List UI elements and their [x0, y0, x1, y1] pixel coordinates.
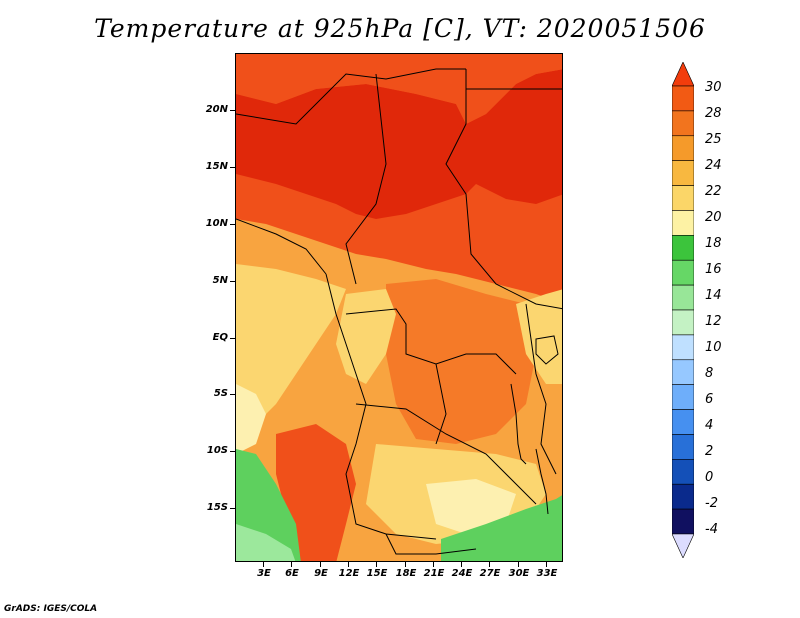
- lon-label-15e: 15E: [366, 568, 388, 579]
- region-orange-upper: [236, 54, 562, 124]
- colorbar-swatch: [672, 135, 694, 161]
- lon-label-12e: 12E: [338, 568, 360, 579]
- footer-credit: GrADS: IGES/COLA: [4, 604, 98, 614]
- region-green-southeast: [441, 495, 562, 561]
- lon-tick: [320, 562, 321, 567]
- lake-victoria: [535, 335, 559, 365]
- lat-label-eq: EQ: [212, 332, 228, 343]
- lon-label-21e: 21E: [423, 568, 445, 579]
- colorbar-label: 12: [705, 314, 722, 329]
- lat-tick: [230, 451, 235, 452]
- colorbar-label: 28: [705, 106, 722, 121]
- region-hot-red-north: [236, 69, 562, 219]
- colorbar-label: 14: [705, 288, 722, 303]
- colorbar-swatch: [672, 185, 694, 211]
- colorbar-swatch: [672, 334, 694, 361]
- map-canvas: [236, 54, 562, 561]
- lat-label-15n: 15N: [205, 161, 228, 172]
- chart-title: Temperature at 925hPa [C], VT: 202005150…: [94, 14, 706, 43]
- colorbar-swatch: [672, 459, 694, 485]
- colorbar-label: 10: [705, 340, 722, 355]
- colorbar-swatch: [672, 508, 694, 535]
- lon-tick: [263, 562, 264, 567]
- lat-tick: [230, 508, 235, 509]
- colorbar-label: 8: [705, 366, 714, 381]
- colorbar-swatch: [672, 359, 694, 385]
- lon-label-9e: 9E: [314, 568, 328, 579]
- colorbar-swatch: [672, 110, 694, 137]
- lat-label-10n: 10N: [205, 218, 228, 229]
- lat-tick: [230, 281, 235, 282]
- lat-label-5s: 5S: [213, 388, 228, 399]
- colorbar-label: 24: [705, 158, 722, 173]
- colorbar-label: 4: [705, 418, 714, 433]
- lat-label-15s: 15S: [206, 502, 228, 513]
- colorbar-label: 20: [705, 210, 722, 225]
- colorbar-top-arrow: [672, 62, 694, 87]
- lat-label-20n: 20N: [205, 104, 228, 115]
- colorbar-label: 6: [705, 392, 714, 407]
- lake-tanganyika: [510, 383, 527, 465]
- lon-tick: [405, 562, 406, 567]
- colorbar-swatch: [672, 384, 694, 410]
- lat-tick: [230, 224, 235, 225]
- colorbar-bottom-arrow: [672, 533, 694, 558]
- colorbar: [672, 62, 694, 558]
- lon-tick: [433, 562, 434, 567]
- lon-tick: [489, 562, 490, 567]
- lon-label-18e: 18E: [395, 568, 417, 579]
- colorbar-label: 0: [705, 470, 714, 485]
- lon-tick: [546, 562, 547, 567]
- colorbar-swatch: [672, 409, 694, 435]
- lat-tick: [230, 338, 235, 339]
- lakes: [510, 335, 559, 515]
- lake-malawi: [535, 448, 549, 515]
- colorbar-label: 18: [705, 236, 722, 251]
- lon-label-3e: 3E: [257, 568, 271, 579]
- lon-tick: [291, 562, 292, 567]
- colorbar-swatch: [672, 309, 694, 336]
- lon-label-27e: 27E: [479, 568, 501, 579]
- colorbar-swatch: [672, 483, 694, 510]
- lon-label-30e: 30E: [508, 568, 530, 579]
- colorbar-label: 2: [705, 444, 714, 459]
- region-light-green-southwest: [236, 524, 296, 561]
- country-borders: [236, 68, 562, 555]
- colorbar-label: -4: [705, 522, 718, 537]
- colorbar-swatch: [672, 235, 694, 261]
- lat-tick: [230, 394, 235, 395]
- colorbar-label: 22: [705, 184, 722, 199]
- lon-label-6e: 6E: [285, 568, 299, 579]
- colorbar-label: 30: [705, 80, 722, 95]
- lon-label-33e: 33E: [536, 568, 558, 579]
- lat-label-5n: 5N: [212, 275, 228, 286]
- colorbar-swatch: [672, 284, 694, 311]
- lon-label-24e: 24E: [451, 568, 473, 579]
- lon-tick: [348, 562, 349, 567]
- region-orange-central: [386, 279, 536, 444]
- lat-tick: [230, 167, 235, 168]
- colorbar-swatch: [672, 434, 694, 460]
- colorbar-label: -2: [705, 496, 718, 511]
- colorbar-swatch: [672, 85, 694, 112]
- lat-label-10s: 10S: [206, 445, 228, 456]
- region-pale-yellow-west: [236, 384, 266, 454]
- lat-tick: [230, 110, 235, 111]
- colorbar-swatch: [672, 259, 694, 286]
- region-yellow-west: [236, 264, 346, 434]
- region-pale-yellow-south: [426, 479, 516, 534]
- colorbar-swatch: [672, 210, 694, 236]
- temperature-map: [235, 53, 563, 562]
- colorbar-label: 25: [705, 132, 722, 147]
- lon-tick: [376, 562, 377, 567]
- lon-tick: [518, 562, 519, 567]
- colorbar-label: 16: [705, 262, 722, 277]
- lon-tick: [461, 562, 462, 567]
- colorbar-swatch: [672, 160, 694, 186]
